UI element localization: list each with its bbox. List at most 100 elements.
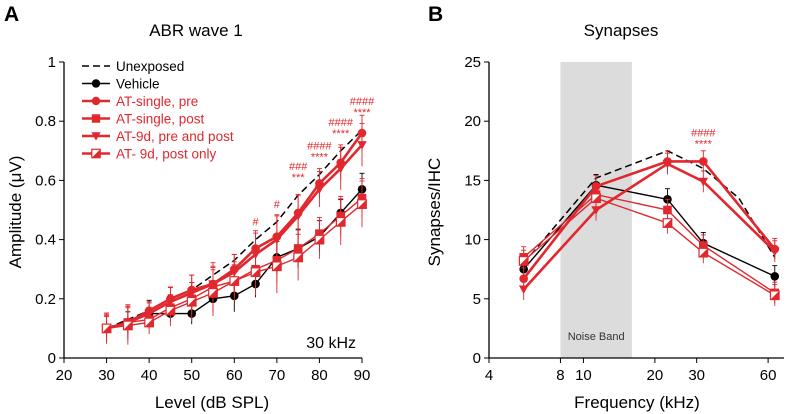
legend-entry: AT-single, post	[116, 112, 205, 127]
chart-a-inset-label: 30 kHz	[306, 335, 356, 352]
chart-a-significance-mark: ####	[328, 117, 353, 129]
chart-b-point	[698, 247, 709, 258]
chart-b-point	[698, 177, 709, 187]
chart-a-point-fill	[102, 324, 111, 333]
chart-a-y-tick-label: 0.6	[35, 172, 56, 189]
chart-a-x-tick-label: 40	[141, 367, 158, 384]
chart-a-point	[144, 317, 155, 328]
chart-b-significance-mark: ####	[691, 127, 716, 139]
chart-a-y-tick-label: 0.8	[35, 113, 56, 130]
chart-a-significance-mark: #	[253, 217, 260, 229]
chart-a-legend: Unexposed Vehicle AT-single, pre AT-single,…	[82, 59, 234, 162]
chart-a-significance-mark: ****	[332, 128, 350, 140]
chart-a-point	[357, 199, 367, 209]
chart-a-point	[335, 164, 346, 174]
chart-b-y-tick-label: 20	[464, 113, 481, 130]
legend-marker-fill	[91, 149, 101, 158]
legend-entry: AT-9d, pre and post	[116, 129, 234, 144]
chart-b-ylabel: Synapses/IHC	[425, 158, 444, 267]
chart-a-point-fill	[123, 321, 133, 330]
chart-a: 20 30 40 50 60 70 80 9000.20.40.60.81##***###**…	[35, 54, 375, 384]
legend-entry: AT- 9d, post only	[116, 147, 217, 162]
legend-entry: Vehicle	[116, 77, 160, 92]
chart-b-significance-mark: ****	[695, 138, 713, 150]
chart-b-point-fill	[699, 248, 708, 257]
chart-b-point	[663, 205, 672, 215]
chart-a-point-fill	[272, 261, 282, 271]
chart-a-x-tick-label: 90	[354, 367, 371, 384]
chart-b-point	[769, 290, 780, 301]
chart-a-significance-mark: ###	[289, 161, 308, 173]
legend-marker	[91, 132, 101, 141]
chart-a-point-fill	[166, 306, 175, 315]
chart-b-series-4	[518, 152, 780, 300]
chart-b-x-tick-label: 8	[556, 367, 564, 384]
chart-b-series-5	[518, 187, 780, 306]
chart-a-point-fill	[357, 199, 367, 209]
chart-b-y-tick-label: 15	[464, 172, 481, 189]
chart-a-point	[271, 261, 282, 272]
chart-a-significance-mark: ****	[353, 107, 371, 119]
chart-a-point	[293, 252, 304, 263]
chart-a-point-fill	[144, 318, 154, 327]
chart-b-noise-band-label: Noise Band	[568, 331, 625, 343]
chart-a-significance-mark: ****	[311, 151, 329, 163]
chart-a-significance-mark: ####	[350, 96, 375, 108]
chart-a-x-tick-label: 60	[226, 367, 243, 384]
chart-a-point	[314, 234, 325, 245]
chart-a-significance-mark: ***	[292, 172, 306, 184]
chart-a-point-fill	[208, 288, 218, 298]
chart-a-xlabel: Level (dB SPL)	[155, 393, 269, 412]
legend-entry: AT-single, pre	[116, 94, 198, 109]
chart-a-x-tick-label: 50	[183, 367, 200, 384]
chart-b-xlabel: Frequency (kHz)	[574, 393, 700, 412]
chart-b-point-fill	[591, 193, 601, 203]
chart-b-point-fill	[519, 256, 528, 266]
chart-b-title: Synapses	[584, 21, 659, 40]
chart-b-series-0	[523, 149, 776, 264]
chart-a-point	[101, 323, 112, 334]
chart-a-point-fill	[229, 276, 239, 286]
chart-a-point-fill	[187, 297, 197, 307]
chart-b-y-tick-label: 0	[473, 350, 481, 367]
legend-marker	[91, 148, 101, 159]
panel-letter-b: B	[428, 3, 443, 26]
legend-marker	[91, 114, 101, 123]
chart-a-point	[250, 267, 261, 278]
chart-b-point	[591, 206, 601, 215]
chart-b-point	[662, 218, 673, 228]
chart-a-point-fill	[293, 253, 303, 262]
chart-a-point	[293, 212, 303, 221]
chart-a-point	[186, 296, 197, 307]
chart-a-y-tick-label: 0.2	[35, 291, 56, 308]
chart-a-x-tick-label: 30	[98, 367, 115, 384]
legend-marker	[91, 96, 101, 106]
chart-b-x-tick-label: 20	[647, 367, 664, 384]
chart-a-point	[165, 305, 176, 316]
chart-a-x-tick-label: 20	[56, 367, 73, 384]
chart-b-point-fill	[770, 290, 780, 300]
chart-b-point	[770, 272, 780, 281]
chart-a-significance-mark: #	[274, 199, 281, 211]
chart-b-point	[662, 160, 673, 169]
chart-a-point	[335, 216, 346, 227]
chart-b-point	[518, 256, 529, 266]
chart-a-title: ABR wave 1	[149, 21, 243, 40]
chart-b-point	[518, 285, 529, 295]
chart-a-significance-mark: ####	[307, 140, 332, 152]
chart-b-x-tick-label: 4	[485, 367, 493, 384]
chart-a-point	[208, 287, 218, 298]
chart-b: Noise Band 4 8 10 20 30 60 0 5 10 15 20 25 ****####	[464, 54, 784, 384]
chart-a-point-fill	[315, 235, 324, 244]
chart-a-point	[314, 185, 325, 195]
chart-a-series-5	[101, 180, 367, 345]
chart-b-point-fill	[663, 218, 672, 228]
chart-a-point-fill	[251, 267, 260, 277]
chart-a-point	[229, 276, 240, 286]
chart-a-point-fill	[336, 217, 346, 227]
chart-b-point	[591, 193, 601, 204]
chart-b-x-tick-label: 30	[688, 367, 705, 384]
chart-b-point	[699, 157, 708, 166]
chart-b-x-tick-label: 10	[575, 367, 592, 384]
